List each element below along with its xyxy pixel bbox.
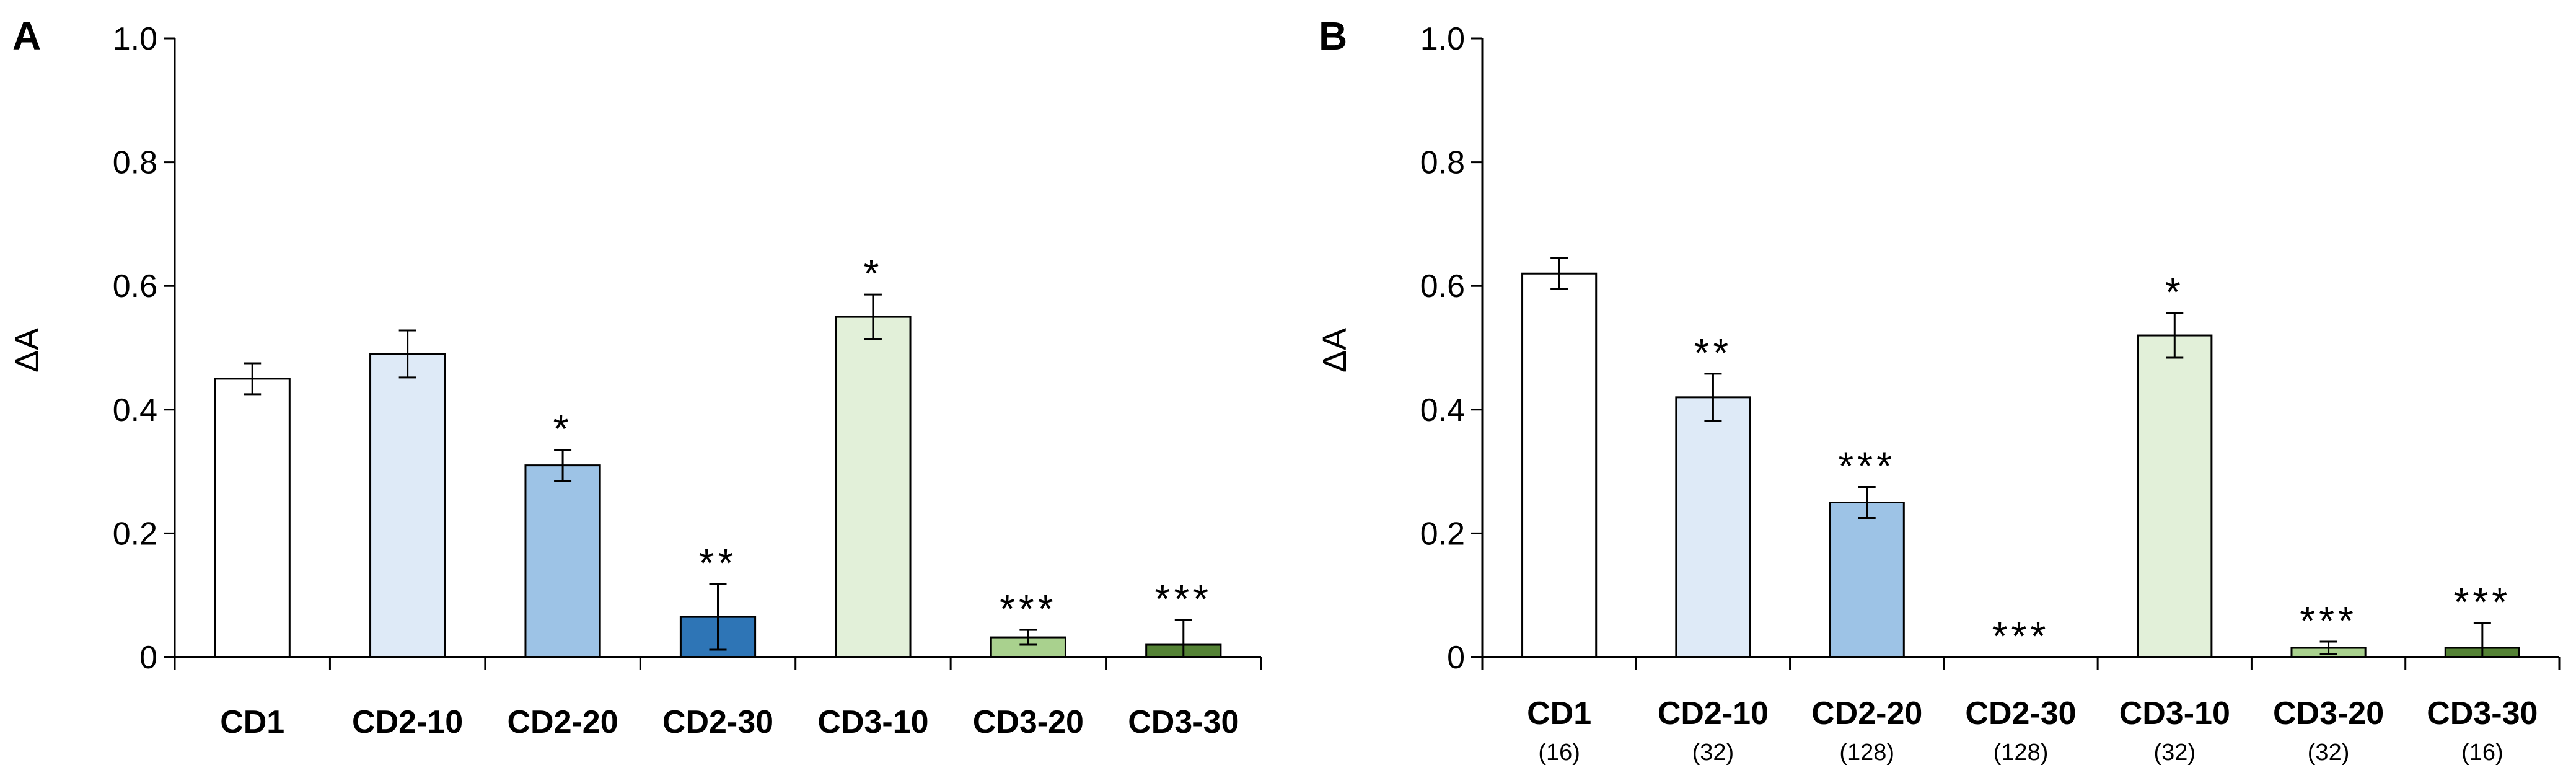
x-tick-label: CD2-30: [662, 704, 773, 740]
x-sub-label: (16): [1538, 740, 1580, 766]
y-tick-label: 1.0: [1420, 21, 1465, 57]
significance-marker: *: [2165, 270, 2184, 314]
x-tick-label: CD3-20: [2273, 696, 2384, 732]
x-sub-label: (32): [2153, 740, 2196, 766]
bar-cd1: [1521, 272, 1598, 658]
x-sub-label: (128): [1839, 740, 1894, 766]
x-sub-label: (128): [1994, 740, 2049, 766]
significance-marker: ***: [1838, 444, 1896, 488]
x-tick-label: CD2-30: [1965, 696, 2076, 732]
y-tick-label: 0: [1447, 640, 1465, 676]
y-tick-label: 0.4: [1420, 392, 1465, 428]
x-tick-label: CD2-20: [1811, 696, 1922, 732]
y-tick-label: 0.4: [113, 392, 157, 428]
x-tick-label: CD2-20: [507, 704, 618, 740]
significance-marker: **: [699, 541, 737, 585]
panel-label: A: [12, 14, 41, 58]
significance-marker: *: [863, 251, 882, 296]
x-tick-label: CD1: [1527, 696, 1591, 732]
y-tick-label: 0.2: [1420, 516, 1465, 552]
bar-cd3-10: [835, 316, 912, 658]
x-sub-label: (16): [2461, 740, 2503, 766]
panel-a: A 0 0.2 0.4 0.6 0.8 1.0 ΔA CD1 CD2-10 * CD2-20 ** CD2…: [9, 14, 1262, 740]
bar-cd2-10: [369, 353, 446, 658]
x-sub-label: (32): [2308, 740, 2350, 766]
bar-cd2-20: [1829, 502, 1905, 658]
bar-cd2-10: [1675, 396, 1751, 658]
x-sub-label: (32): [1692, 740, 1734, 766]
panel-label: B: [1319, 14, 1347, 58]
x-tick-label: CD3-30: [1128, 704, 1239, 740]
significance-marker: **: [1694, 330, 1733, 375]
y-axis-label: ΔA: [1316, 328, 1353, 373]
y-tick-label: 0.6: [1420, 268, 1465, 304]
significance-marker: ***: [1000, 586, 1057, 631]
significance-marker: ***: [1154, 577, 1212, 621]
x-tick-label: CD3-10: [817, 704, 928, 740]
significance-marker: *: [553, 407, 573, 451]
x-tick-label: CD3-10: [2119, 696, 2230, 732]
bar-cd2-20: [524, 464, 601, 658]
significance-marker: ***: [2300, 598, 2357, 643]
y-tick-label: 0.8: [113, 145, 157, 181]
bar-cd1: [214, 378, 291, 658]
y-tick-label: 1.0: [113, 21, 157, 57]
y-axis-label: ΔA: [9, 328, 46, 373]
significance-marker: ***: [2453, 580, 2511, 624]
y-tick-label: 0.8: [1420, 145, 1465, 181]
x-tick-label: CD2-10: [352, 704, 463, 740]
bar-cd3-10: [2137, 334, 2213, 658]
y-tick-label: 0.2: [113, 516, 157, 552]
x-tick-label: CD3-20: [973, 704, 1084, 740]
significance-marker: ***: [1992, 614, 2050, 658]
y-tick-label: 0.6: [113, 268, 157, 304]
x-tick-label: CD2-10: [1658, 696, 1769, 732]
x-tick-label: CD1: [220, 704, 284, 740]
panel-b: B00.20.40.60.81.0ΔACD1(16)**CD2-10(32)**…: [1316, 14, 2561, 766]
x-tick-label: CD3-30: [2427, 696, 2538, 732]
y-tick-label: 0: [139, 640, 157, 676]
